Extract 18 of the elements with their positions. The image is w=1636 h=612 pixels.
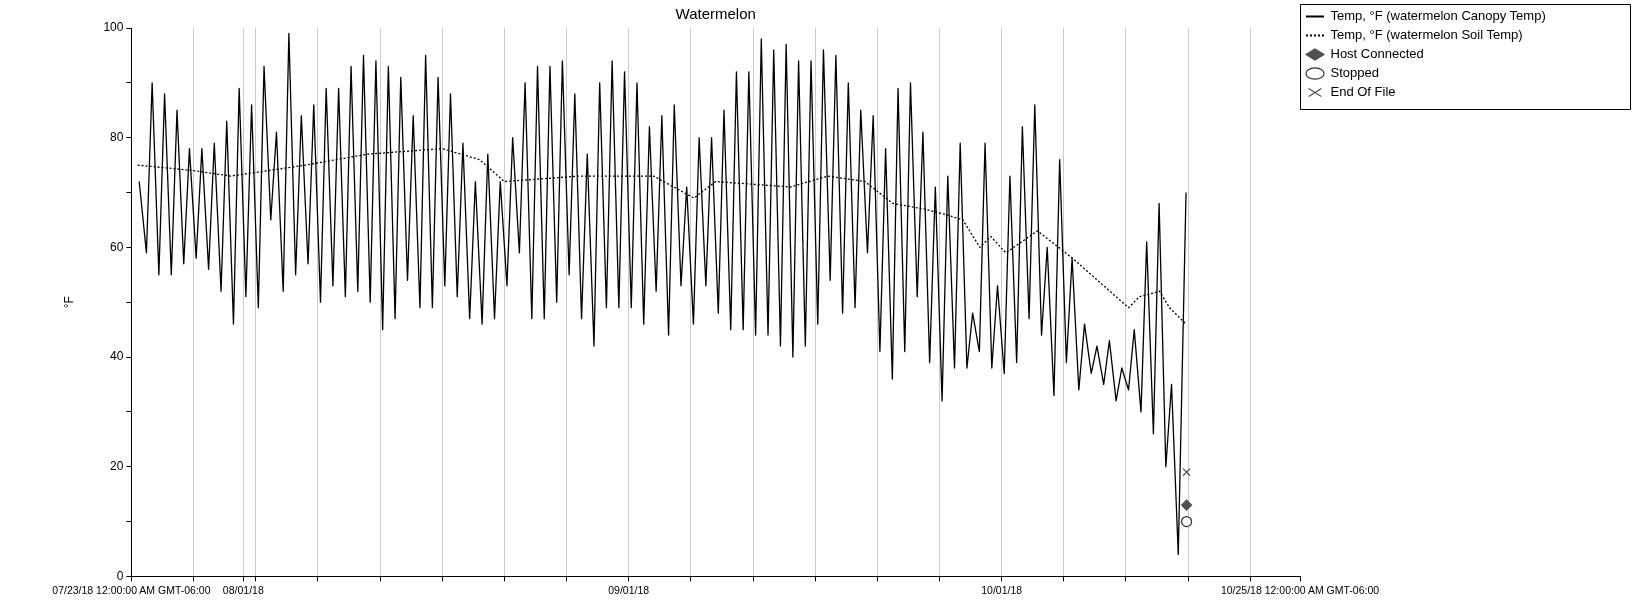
- legend-label: Host Connected: [1330, 46, 1424, 62]
- chart-title: Watermelon: [675, 5, 756, 23]
- y-axis-title: °F: [61, 296, 76, 309]
- legend-label: Temp, °F (watermelon Soil Temp): [1330, 27, 1523, 43]
- y-tick-label: 40: [110, 349, 124, 364]
- y-tick-label: 0: [116, 568, 124, 583]
- x-tick-label: 08/01/18: [222, 583, 264, 596]
- x-tick-label: 10/01/18: [981, 583, 1023, 596]
- legend-label: Stopped: [1330, 65, 1379, 81]
- y-tick-label: 60: [110, 239, 124, 254]
- x-tick-label: 10/25/18 12:00:00 AM GMT-06:00: [1220, 583, 1380, 596]
- legend-label: End Of File: [1330, 84, 1396, 100]
- y-tick-label: 20: [110, 459, 124, 474]
- legend-label: Temp, °F (watermelon Canopy Temp): [1330, 8, 1546, 24]
- x-tick-label: 09/01/18: [608, 583, 650, 596]
- y-tick-label: 100: [103, 20, 124, 35]
- y-tick-label: 80: [110, 129, 124, 144]
- x-tick-label: 07/23/18 12:00:00 AM GMT-06:00: [52, 583, 211, 596]
